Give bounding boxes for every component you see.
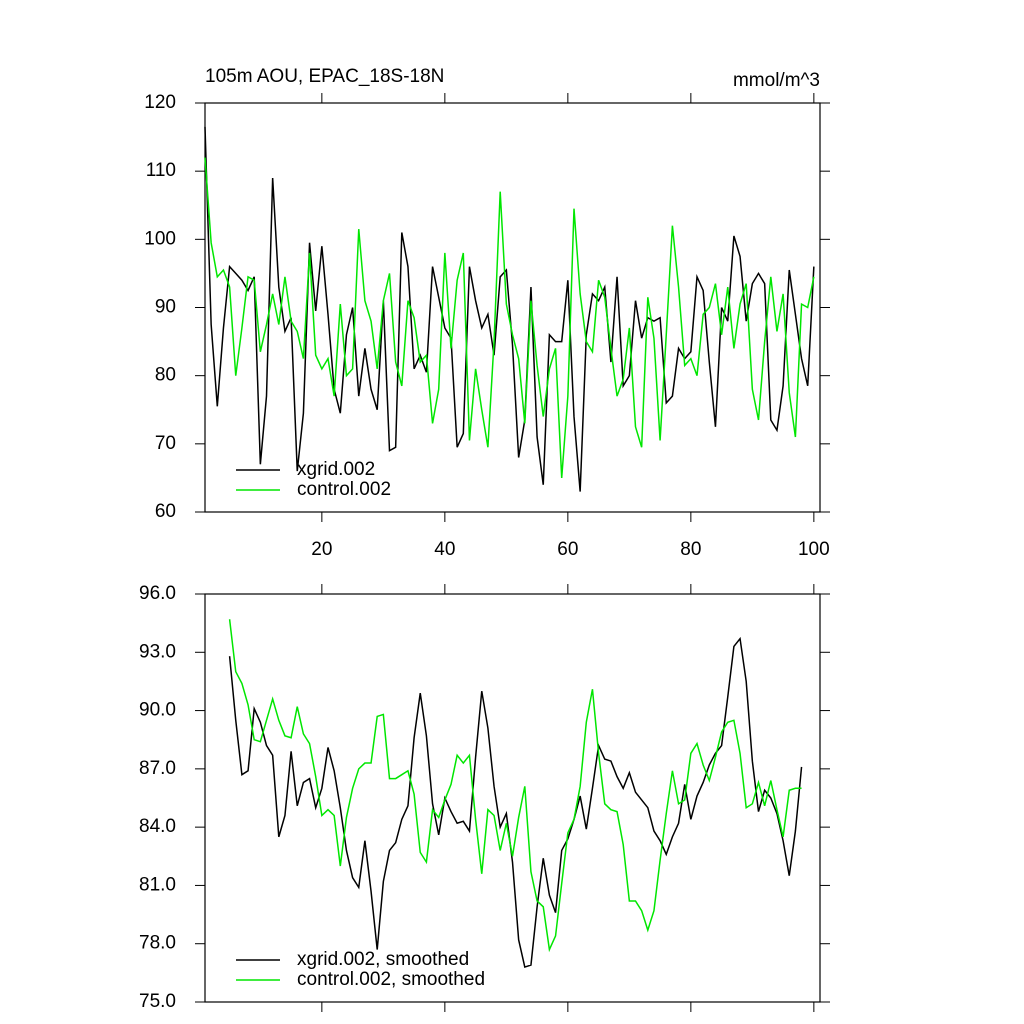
legend-label: xgrid.002, smoothed — [297, 949, 469, 970]
y-tick-label: 87.0 — [139, 758, 176, 779]
x-tick-label: 40 — [434, 539, 455, 560]
x-tick-label: 100 — [798, 539, 830, 560]
series-line — [204, 126, 815, 492]
y-tick-label: 70 — [155, 433, 176, 454]
y-tick-label: 80 — [155, 365, 176, 386]
x-tick-label: 20 — [311, 539, 332, 560]
y-tick-label: 60 — [155, 501, 176, 522]
plot-frame — [204, 593, 821, 1003]
chart-title: 105m AOU, EPAC_18S-18N — [205, 66, 444, 87]
y-tick-label: 78.0 — [139, 933, 176, 954]
legend-label: xgrid.002 — [297, 459, 375, 480]
y-tick-label: 100 — [144, 228, 176, 249]
units-label: mmol/m^3 — [733, 70, 820, 91]
y-tick-label: 90 — [155, 297, 176, 318]
y-tick-label: 93.0 — [139, 641, 176, 662]
series-line — [228, 619, 802, 953]
series-line — [204, 157, 815, 478]
plot-frame — [204, 102, 821, 513]
x-tick-label: 80 — [680, 539, 701, 560]
y-tick-label: 96.0 — [139, 583, 176, 604]
legend-label: control.002 — [297, 479, 391, 500]
legend-label: control.002, smoothed — [297, 969, 485, 990]
y-tick-label: 84.0 — [139, 816, 176, 837]
y-tick-label: 75.0 — [139, 991, 176, 1012]
y-tick-label: 120 — [144, 92, 176, 113]
y-tick-label: 90.0 — [139, 700, 176, 721]
x-tick-label: 60 — [557, 539, 578, 560]
series-line — [228, 636, 803, 968]
y-tick-label: 81.0 — [139, 874, 176, 895]
y-tick-label: 110 — [146, 160, 176, 181]
